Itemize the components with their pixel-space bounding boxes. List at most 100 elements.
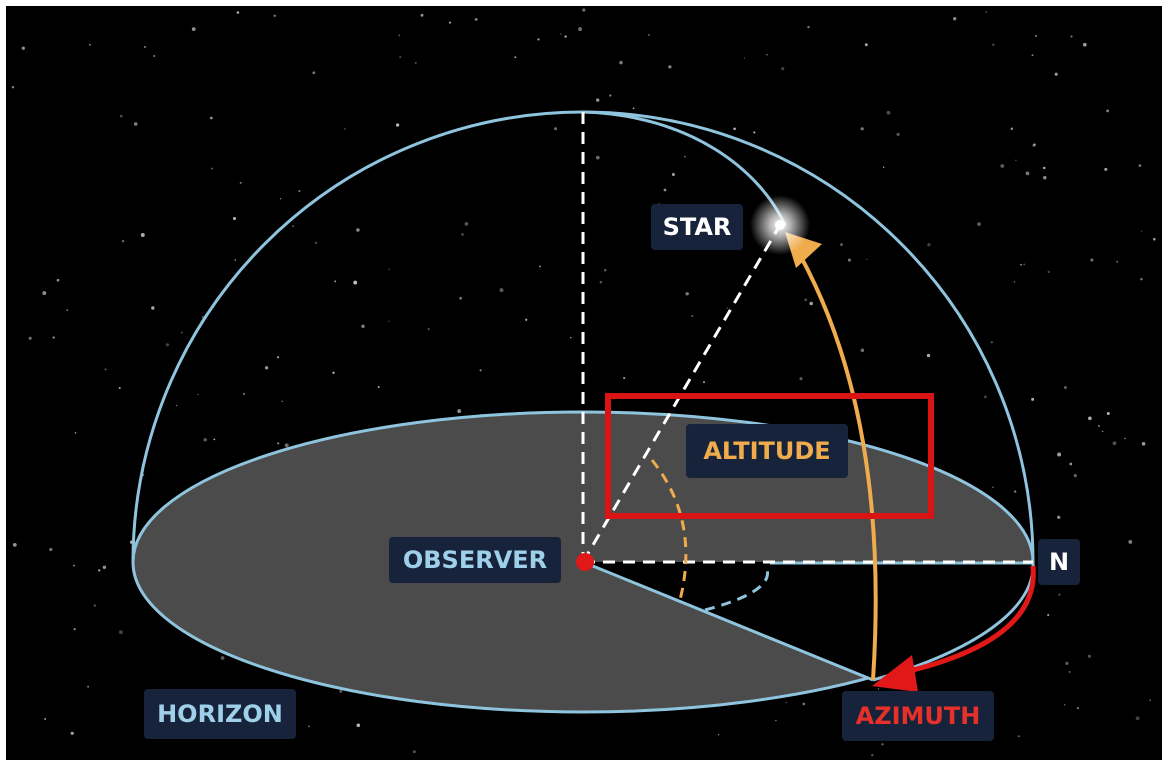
background-star <box>1033 143 1036 146</box>
background-star <box>181 332 183 334</box>
background-star <box>396 123 399 126</box>
background-star <box>668 65 671 68</box>
background-star <box>237 11 240 14</box>
background-star <box>1032 54 1034 56</box>
background-star <box>1104 168 1107 171</box>
background-star <box>153 55 155 57</box>
background-star <box>243 393 245 395</box>
background-star <box>927 354 930 357</box>
background-star <box>388 321 389 322</box>
background-star <box>105 368 107 370</box>
background-star <box>457 409 461 413</box>
background-star <box>500 288 504 292</box>
background-star <box>525 319 527 321</box>
background-star <box>554 127 557 130</box>
background-star <box>197 394 198 395</box>
background-star <box>1000 164 1004 168</box>
background-star <box>277 356 279 358</box>
background-star <box>1014 490 1016 492</box>
background-star <box>119 630 123 634</box>
horizon-label: HORIZON <box>157 700 283 728</box>
background-star <box>537 38 539 40</box>
background-star <box>786 702 787 703</box>
background-star <box>361 325 364 328</box>
background-star <box>861 348 865 352</box>
background-star <box>775 720 776 721</box>
background-star <box>861 127 864 130</box>
background-star <box>119 387 121 389</box>
background-star <box>596 156 600 160</box>
background-star <box>733 127 736 130</box>
background-star <box>1107 412 1110 415</box>
background-star <box>211 168 213 170</box>
background-star <box>1064 386 1067 389</box>
background-star <box>953 17 956 20</box>
background-star <box>166 343 169 346</box>
background-star <box>1014 281 1015 282</box>
background-star <box>280 198 281 199</box>
background-star <box>1055 73 1058 76</box>
background-star <box>1069 671 1071 673</box>
background-star <box>57 279 60 282</box>
background-star <box>619 61 623 65</box>
background-star <box>1142 442 1146 446</box>
background-star <box>1026 172 1030 176</box>
background-star <box>1153 238 1156 241</box>
background-star <box>560 33 562 35</box>
background-star <box>1047 614 1049 616</box>
background-star <box>49 548 52 551</box>
background-star <box>388 269 389 270</box>
background-star <box>22 47 25 50</box>
background-star <box>413 750 416 753</box>
star-label: STAR <box>663 213 732 241</box>
background-star <box>985 11 987 13</box>
background-star <box>13 543 17 547</box>
background-star <box>176 405 178 407</box>
background-star <box>103 566 106 569</box>
background-star <box>203 438 206 441</box>
background-star <box>459 297 462 300</box>
background-star <box>1077 707 1079 709</box>
background-star <box>766 54 768 56</box>
background-star <box>233 217 236 220</box>
background-star <box>1124 438 1126 440</box>
background-star <box>991 341 993 343</box>
background-star <box>596 98 599 101</box>
background-star <box>357 724 361 728</box>
background-star <box>221 656 225 660</box>
background-star <box>415 62 417 64</box>
background-star <box>604 269 607 272</box>
background-star <box>399 56 401 58</box>
background-star <box>1043 176 1046 179</box>
background-star <box>799 377 802 380</box>
background-star <box>1020 264 1022 266</box>
background-star <box>1098 425 1100 427</box>
background-star <box>992 487 994 489</box>
background-star <box>265 366 268 369</box>
background-star <box>1057 453 1061 457</box>
background-star <box>807 26 809 28</box>
background-star <box>781 67 784 70</box>
background-star <box>274 15 276 17</box>
background-star <box>881 743 883 745</box>
background-star <box>277 442 279 444</box>
background-star <box>44 718 46 720</box>
background-star <box>691 315 693 317</box>
background-star <box>718 734 719 735</box>
background-star <box>1139 164 1142 167</box>
background-star <box>1102 431 1104 433</box>
background-star <box>803 703 806 706</box>
background-star <box>1058 594 1060 596</box>
background-star <box>192 27 196 31</box>
background-star <box>378 386 380 388</box>
diagram: STAR ALTITUDE OBSERVER N HORIZON AZIMUTH <box>0 0 1168 764</box>
background-star <box>840 243 843 246</box>
background-star <box>672 173 675 176</box>
background-star <box>648 34 650 36</box>
background-star <box>1064 704 1065 705</box>
background-star <box>1070 35 1072 37</box>
background-star <box>134 122 138 126</box>
background-star <box>281 401 283 403</box>
background-star <box>87 686 89 688</box>
background-star <box>1018 735 1020 737</box>
